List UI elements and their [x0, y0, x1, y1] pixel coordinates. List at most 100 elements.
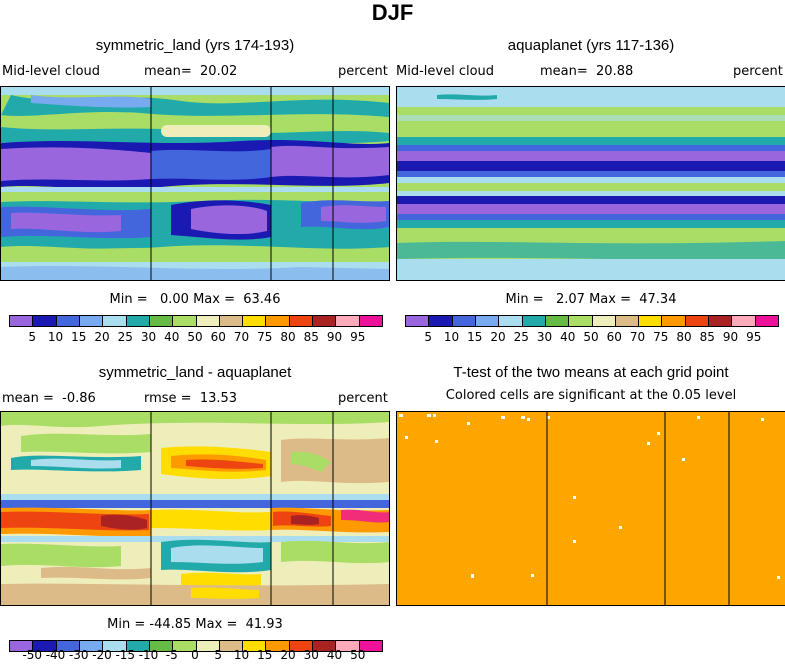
panel2-units-label: percent [733, 64, 783, 79]
colorbar-box [103, 641, 127, 651]
colorbar-tick-label: 0 [191, 648, 199, 662]
colorbar-tick-label: -20 [92, 648, 112, 662]
panel4-significance-map [396, 411, 785, 606]
colorbar-box [429, 316, 453, 326]
panel1-colorbar [9, 315, 383, 327]
colorbar-tick-label: 5 [214, 648, 223, 662]
colorbar-tick-label: 30 [303, 648, 319, 662]
colorbar-tick-label: 80 [676, 330, 692, 344]
colorbar-box [289, 316, 314, 326]
colorbar-tick-label: 10 [47, 330, 64, 344]
panel3-title: symmetric_land - aquaplanet [98, 364, 292, 381]
colorbar-tick-label: 25 [117, 330, 133, 344]
colorbar-box [289, 641, 314, 651]
colorbar-box [126, 641, 150, 651]
colorbar-box [545, 316, 570, 326]
colorbar-box [313, 316, 337, 326]
colorbar-box [639, 316, 663, 326]
colorbar-box [313, 641, 337, 651]
colorbar-tick-label: 85 [699, 330, 715, 344]
colorbar-box [755, 316, 778, 326]
colorbar-box [79, 316, 104, 326]
colorbar-tick-label: 20 [94, 330, 110, 344]
panel1-title: symmetric_land (yrs 174-193) [95, 37, 295, 54]
panel1-map [0, 86, 390, 281]
panel2-map [396, 86, 785, 281]
colorbar-box [126, 316, 150, 326]
colorbar-tick-label: 85 [303, 330, 319, 344]
panel2-contour-svg [397, 87, 785, 280]
colorbar-tick-label: 10 [443, 330, 460, 344]
colorbar-box [56, 316, 80, 326]
panel3-map [0, 411, 390, 606]
colorbar-box [359, 316, 382, 326]
colorbar-box [336, 641, 360, 651]
colorbar-tick-label: 40 [164, 330, 180, 344]
figure-title: DJF [371, 0, 414, 25]
panel3-colorbar-labels: -50 -40 -30 -20 -15 -10 -5 0 5 10 15 20 30 40 50 [9, 648, 381, 664]
colorbar-tick-label: 50 [583, 330, 599, 344]
colorbar-box [475, 316, 500, 326]
colorbar-box [33, 641, 57, 651]
panel3-mean-label: mean = -0.86 [2, 391, 96, 406]
colorbar-tick-label: 25 [513, 330, 529, 344]
colorbar-tick-label: 60 [606, 330, 622, 344]
panel1-units-label: percent [338, 64, 388, 79]
colorbar-box [10, 316, 34, 326]
panel4-subtitle: Colored cells are significant at the 0.0… [445, 388, 737, 403]
colorbar-box [499, 316, 523, 326]
colorbar-tick-label: -40 [45, 648, 66, 662]
colorbar-box [196, 316, 220, 326]
colorbar-tick-label: 15 [257, 648, 273, 662]
panel3-rmse-label: rmse = 13.53 [144, 391, 238, 406]
colorbar-tick-label: -15 [115, 648, 136, 662]
colorbar-box [569, 316, 593, 326]
colorbar-tick-label: 60 [210, 330, 226, 344]
panel1-contour-svg [1, 87, 389, 280]
colorbar-box [359, 641, 382, 651]
colorbar-box [732, 316, 756, 326]
panel4-title: T-test of the two means at each grid poi… [453, 364, 729, 381]
panel3-contour-svg [1, 412, 389, 605]
panel3-units-label: percent [338, 391, 388, 406]
colorbar-tick-label: 15 [467, 330, 483, 344]
colorbar-box [266, 316, 290, 326]
panel2-variable-label: Mid-level cloud [396, 64, 495, 79]
colorbar-box [452, 316, 476, 326]
colorbar-box [219, 641, 244, 651]
colorbar-box [173, 641, 197, 651]
colorbar-tick-label: 40 [560, 330, 576, 344]
colorbar-box [406, 316, 430, 326]
colorbar-tick-label: 75 [653, 330, 669, 344]
colorbar-box [10, 641, 34, 651]
panel2-colorbar [405, 315, 779, 327]
colorbar-box [196, 641, 220, 651]
colorbar-tick-label: 90 [326, 330, 343, 344]
panel1-variable-label: Mid-level cloud [2, 64, 101, 79]
colorbar-tick-label: 20 [490, 330, 506, 344]
colorbar-tick-label: 70 [629, 330, 646, 344]
colorbar-box [56, 641, 80, 651]
colorbar-tick-label: 10 [233, 648, 250, 662]
panel4-significance-svg [397, 412, 785, 605]
colorbar-tick-label: -50 [22, 648, 43, 662]
colorbar-tick-label: 50 [187, 330, 203, 344]
colorbar-box [149, 641, 174, 651]
panel2-colorbar-labels: 5 10 15 20 25 30 40 50 60 70 75 80 85 90 95 [405, 330, 777, 346]
panel3-minmax: Min = -44.85 Max = 41.93 [107, 617, 283, 632]
colorbar-box [243, 641, 267, 651]
colorbar-box [219, 316, 244, 326]
colorbar-box [173, 316, 197, 326]
colorbar-tick-label: 30 [140, 330, 157, 344]
panel2-minmax: Min = 2.07 Max = 47.34 [505, 292, 677, 307]
colorbar-tick-label: -10 [138, 648, 159, 662]
panel1-minmax: Min = 0.00 Max = 63.46 [109, 292, 281, 307]
colorbar-tick-label: 40 [326, 648, 343, 662]
panel3-colorbar [9, 640, 383, 652]
colorbar-tick-label: 95 [350, 330, 366, 344]
colorbar-box [522, 316, 546, 326]
colorbar-box [79, 641, 104, 651]
panel2-title: aquaplanet (yrs 117-136) [507, 37, 675, 54]
colorbar-box [103, 316, 127, 326]
colorbar-tick-label: 70 [233, 330, 250, 344]
